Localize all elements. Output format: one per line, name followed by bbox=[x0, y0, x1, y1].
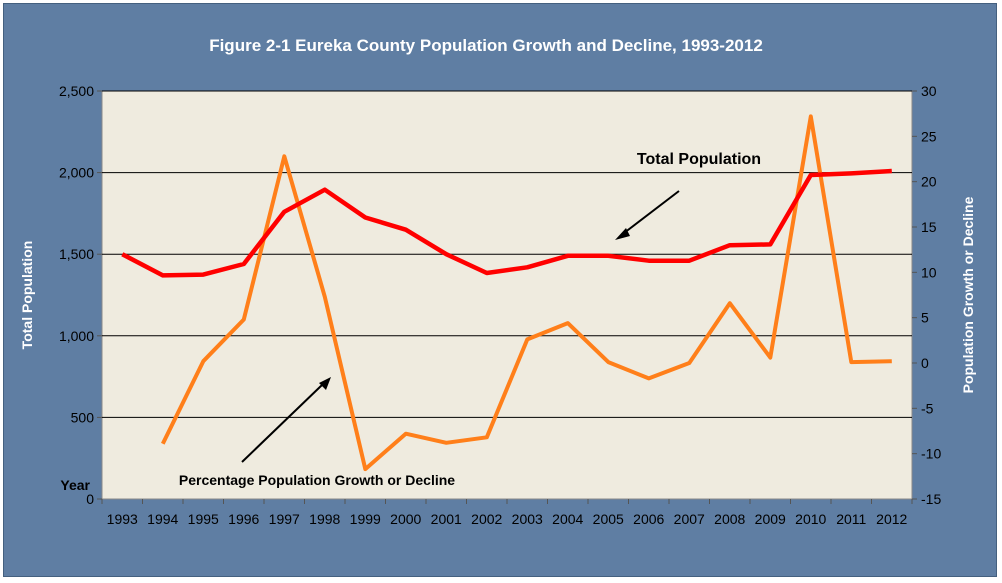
right-tick-label: 5 bbox=[921, 310, 929, 326]
x-tick-label: 2001 bbox=[431, 511, 462, 527]
x-tick-label: 2010 bbox=[795, 511, 826, 527]
x-axis-ticks: 1993 1994 1995 1996 1997 1998 1999 2000 2001 2002… bbox=[101, 499, 913, 527]
right-axis-title: Population Growth or Decline bbox=[960, 196, 976, 393]
x-tick-label: 1995 bbox=[188, 511, 219, 527]
x-tick-label: 2008 bbox=[714, 511, 745, 527]
chart-frame: Figure 2-1 Eureka County Population Grow… bbox=[3, 3, 997, 577]
right-tick-label: -5 bbox=[921, 400, 934, 416]
right-tick-label: 0 bbox=[921, 355, 929, 371]
total-population-line bbox=[121, 168, 892, 278]
x-tick-label: 1998 bbox=[309, 511, 340, 527]
right-tick-label: 10 bbox=[921, 264, 937, 280]
right-tick-label: -15 bbox=[921, 491, 941, 507]
growth-annotation: Percentage Population Growth or Decline bbox=[179, 472, 455, 488]
population-chart: Figure 2-1 Eureka County Population Grow… bbox=[19, 36, 976, 527]
left-axis-title: Total Population bbox=[19, 241, 35, 350]
x-tick-label: 1993 bbox=[107, 511, 138, 527]
x-tick-label: 2006 bbox=[633, 511, 664, 527]
series-layer bbox=[121, 114, 892, 472]
grid-lines bbox=[102, 90, 912, 418]
x-tick-label: 2011 bbox=[836, 511, 866, 527]
x-axis-title: Year bbox=[60, 477, 90, 493]
x-tick-label: 2005 bbox=[593, 511, 624, 527]
x-tick-label: 2003 bbox=[512, 511, 543, 527]
x-tick-label: 2007 bbox=[674, 511, 705, 527]
left-tick-label: 2,000 bbox=[59, 165, 94, 181]
right-tick-label: 15 bbox=[921, 219, 937, 235]
left-axis-ticks: 0 500 1,000 1,500 2,000 2,500 bbox=[59, 83, 102, 507]
left-tick-label: 1,000 bbox=[59, 328, 94, 344]
x-tick-label: 2002 bbox=[471, 511, 502, 527]
left-tick-label: 500 bbox=[71, 409, 95, 425]
right-axis-ticks: -15 -10 -5 0 5 10 15 20 25 30 bbox=[912, 83, 941, 507]
x-tick-label: 1996 bbox=[228, 511, 259, 527]
left-tick-label: 2,500 bbox=[59, 83, 94, 99]
left-tick-label: 0 bbox=[86, 491, 94, 507]
x-tick-label: 2009 bbox=[755, 511, 786, 527]
total-population-arrow bbox=[615, 190, 680, 240]
x-tick-label: 2000 bbox=[390, 511, 421, 527]
right-tick-label: -10 bbox=[921, 446, 941, 462]
total-population-annotation: Total Population bbox=[637, 151, 761, 168]
x-tick-label: 2004 bbox=[552, 511, 583, 527]
x-tick-label: 2012 bbox=[876, 511, 907, 527]
x-tick-label: 1994 bbox=[147, 511, 178, 527]
right-tick-label: 25 bbox=[921, 128, 937, 144]
left-tick-label: 1,500 bbox=[59, 246, 94, 262]
growth-arrow bbox=[241, 377, 331, 463]
plot-area bbox=[101, 90, 913, 500]
x-tick-label: 1997 bbox=[269, 511, 300, 527]
x-tick-label: 1999 bbox=[350, 511, 381, 527]
right-tick-label: 30 bbox=[921, 83, 937, 99]
right-tick-label: 20 bbox=[921, 174, 937, 190]
growth-line bbox=[161, 114, 892, 472]
chart-title: Figure 2-1 Eureka County Population Grow… bbox=[209, 36, 763, 55]
